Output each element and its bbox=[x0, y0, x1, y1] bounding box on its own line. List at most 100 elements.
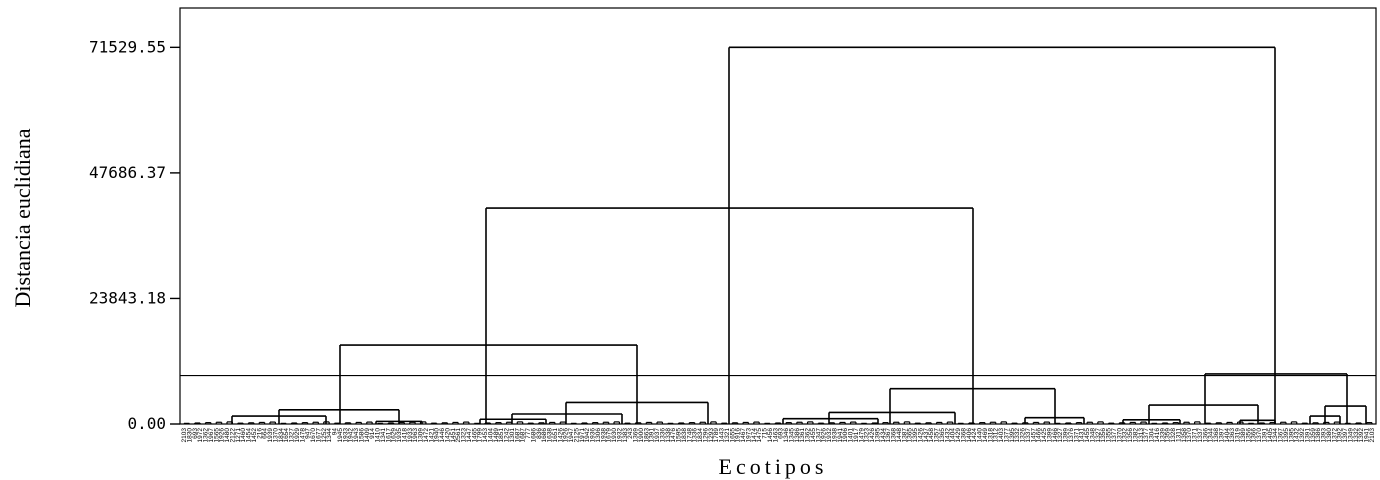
leaf-label: 1311 bbox=[1175, 428, 1182, 442]
leaf-label: 1463 bbox=[772, 428, 779, 443]
leaf-label: 1426 bbox=[869, 428, 876, 443]
leaf-label: 1370 bbox=[1256, 428, 1263, 443]
leaf-label: 1917 bbox=[853, 428, 860, 443]
leaf-label: 777 bbox=[525, 428, 532, 439]
leaf-label: 1403 bbox=[998, 428, 1005, 443]
leaf-label: 1397 bbox=[1218, 428, 1225, 443]
leaf-label: 1938 bbox=[600, 428, 607, 443]
leaf-label: 1391 bbox=[1304, 428, 1311, 443]
leaf-label: 1386 bbox=[794, 428, 801, 443]
leaf-label: 1426 bbox=[917, 428, 924, 443]
leaf-label: 1467 bbox=[740, 428, 747, 443]
leaf-label: 1440 bbox=[977, 428, 984, 443]
leaf-label: 1404 bbox=[487, 428, 494, 443]
leaf-label: 1936 bbox=[590, 428, 597, 443]
leaf-label: 1365 bbox=[907, 428, 914, 443]
leaf-label: 1380 bbox=[1326, 428, 1333, 443]
leaf-label: 1344 bbox=[1208, 428, 1215, 443]
leaf-label: 1942 bbox=[348, 428, 355, 443]
leaf-label: 1397 bbox=[1342, 428, 1349, 443]
leaf-label: 1460 bbox=[240, 428, 247, 443]
leaf-label: 1370 bbox=[1186, 428, 1193, 443]
leaf-label: 1475 bbox=[756, 428, 763, 443]
leaf-label: 914 bbox=[369, 428, 376, 439]
leaf-label: 1389 bbox=[1240, 428, 1247, 443]
leaf-label: 1945 bbox=[337, 428, 344, 443]
leaf-label: 1434 bbox=[880, 428, 887, 443]
leaf-label: 1356 bbox=[1100, 428, 1107, 443]
leaf-label: 1926 bbox=[219, 428, 226, 443]
leaf-label: 693 bbox=[778, 428, 785, 439]
leaf-label: 1391 bbox=[649, 428, 656, 443]
leaf-label: 1565 bbox=[213, 428, 220, 443]
leaf-label: 1395 bbox=[1288, 428, 1295, 443]
leaf-label: 1629 bbox=[391, 428, 398, 443]
leaf-label: 1392 bbox=[1337, 428, 1344, 443]
leaf-label: 1421 bbox=[428, 428, 435, 443]
leaf-label: 1391 bbox=[1261, 428, 1268, 443]
x-axis-title: Ecotipos bbox=[719, 454, 828, 479]
leaf-label: 1448 bbox=[896, 428, 903, 443]
leaf-label: 1341 bbox=[380, 428, 387, 443]
leaf-label: 1451 bbox=[450, 428, 457, 443]
leaf-label: 1933 bbox=[342, 428, 349, 443]
leaf-label: 1345 bbox=[788, 428, 795, 443]
leaf-label: 1963 bbox=[412, 428, 419, 443]
leaf-label: 1370 bbox=[1116, 428, 1123, 443]
leaf-label: 1947 bbox=[568, 428, 575, 443]
leaf-label: 1386 bbox=[1315, 428, 1322, 443]
leaf-label: 1973 bbox=[745, 428, 752, 443]
leaf-label: 1938 bbox=[831, 428, 838, 443]
leaf-label: 1687 bbox=[520, 428, 527, 443]
leaf-label: 1372 bbox=[1331, 428, 1338, 443]
leaf-label: 1332 bbox=[1353, 428, 1360, 443]
leaf-label: 1933 bbox=[407, 428, 414, 443]
leaf-label: 1437 bbox=[923, 428, 930, 443]
leaf-label: 1429 bbox=[955, 428, 962, 443]
leaf-label: 1838 bbox=[681, 428, 688, 443]
leaf-label: 1358 bbox=[1181, 428, 1188, 443]
y-tick-label: 0.00 bbox=[127, 414, 166, 433]
leaf-label: 1365 bbox=[939, 428, 946, 443]
leaf-label: 1453 bbox=[482, 428, 489, 443]
leaf-label: 1457 bbox=[1030, 428, 1037, 443]
leaf-label: 2103 bbox=[181, 428, 188, 443]
leaf-label: 1686 bbox=[541, 428, 548, 443]
leaf-label: 1339 bbox=[1159, 428, 1166, 443]
leaf-label: 1323 bbox=[461, 428, 468, 443]
leaf-label: 1366 bbox=[1251, 428, 1258, 443]
leaf-label: 1327 bbox=[1095, 428, 1102, 443]
leaf-label: 243 bbox=[627, 428, 634, 439]
leaf-label: 1916 bbox=[735, 428, 742, 443]
leaf-label: 1586 bbox=[358, 428, 365, 443]
leaf-label: 1926 bbox=[563, 428, 570, 443]
leaf-label: 1252 bbox=[321, 428, 328, 443]
leaf-label: 1595 bbox=[676, 428, 683, 443]
leaf-label: 1332 bbox=[1122, 428, 1129, 443]
leaf-label: 1830 bbox=[186, 428, 193, 443]
leaf-label: 1359 bbox=[1310, 428, 1317, 443]
leaf-label: 1418 bbox=[401, 428, 408, 443]
leaf-label: 1326 bbox=[1020, 428, 1027, 443]
leaf-label: 216 bbox=[256, 428, 263, 439]
leaf-label: 1465 bbox=[471, 428, 478, 443]
y-tick-label: 47686.37 bbox=[89, 163, 166, 182]
leaf-label: 1677 bbox=[315, 428, 322, 443]
leaf-label: 1349 bbox=[1347, 428, 1354, 443]
leaf-label: 2103 bbox=[1369, 428, 1376, 443]
leaf-label: 1404 bbox=[950, 428, 957, 443]
leaf-label: 1346 bbox=[783, 428, 790, 443]
leaf-label: 1367 bbox=[1278, 428, 1285, 443]
leaf-label: 1478 bbox=[299, 428, 306, 443]
leaf-label: 715 bbox=[762, 428, 769, 439]
leaf-label: 1432 bbox=[944, 428, 951, 443]
leaf-label: 1410 bbox=[375, 428, 382, 443]
leaf-label: 1926 bbox=[821, 428, 828, 443]
leaf-label: 1366 bbox=[1202, 428, 1209, 443]
leaf-label: 1306 bbox=[595, 428, 602, 443]
leaf-label: 1328 bbox=[1170, 428, 1177, 443]
leaf-label: 1363 bbox=[1229, 428, 1236, 443]
leaf-label: 1480 bbox=[224, 428, 231, 443]
leaf-label: 1834 bbox=[697, 428, 704, 443]
